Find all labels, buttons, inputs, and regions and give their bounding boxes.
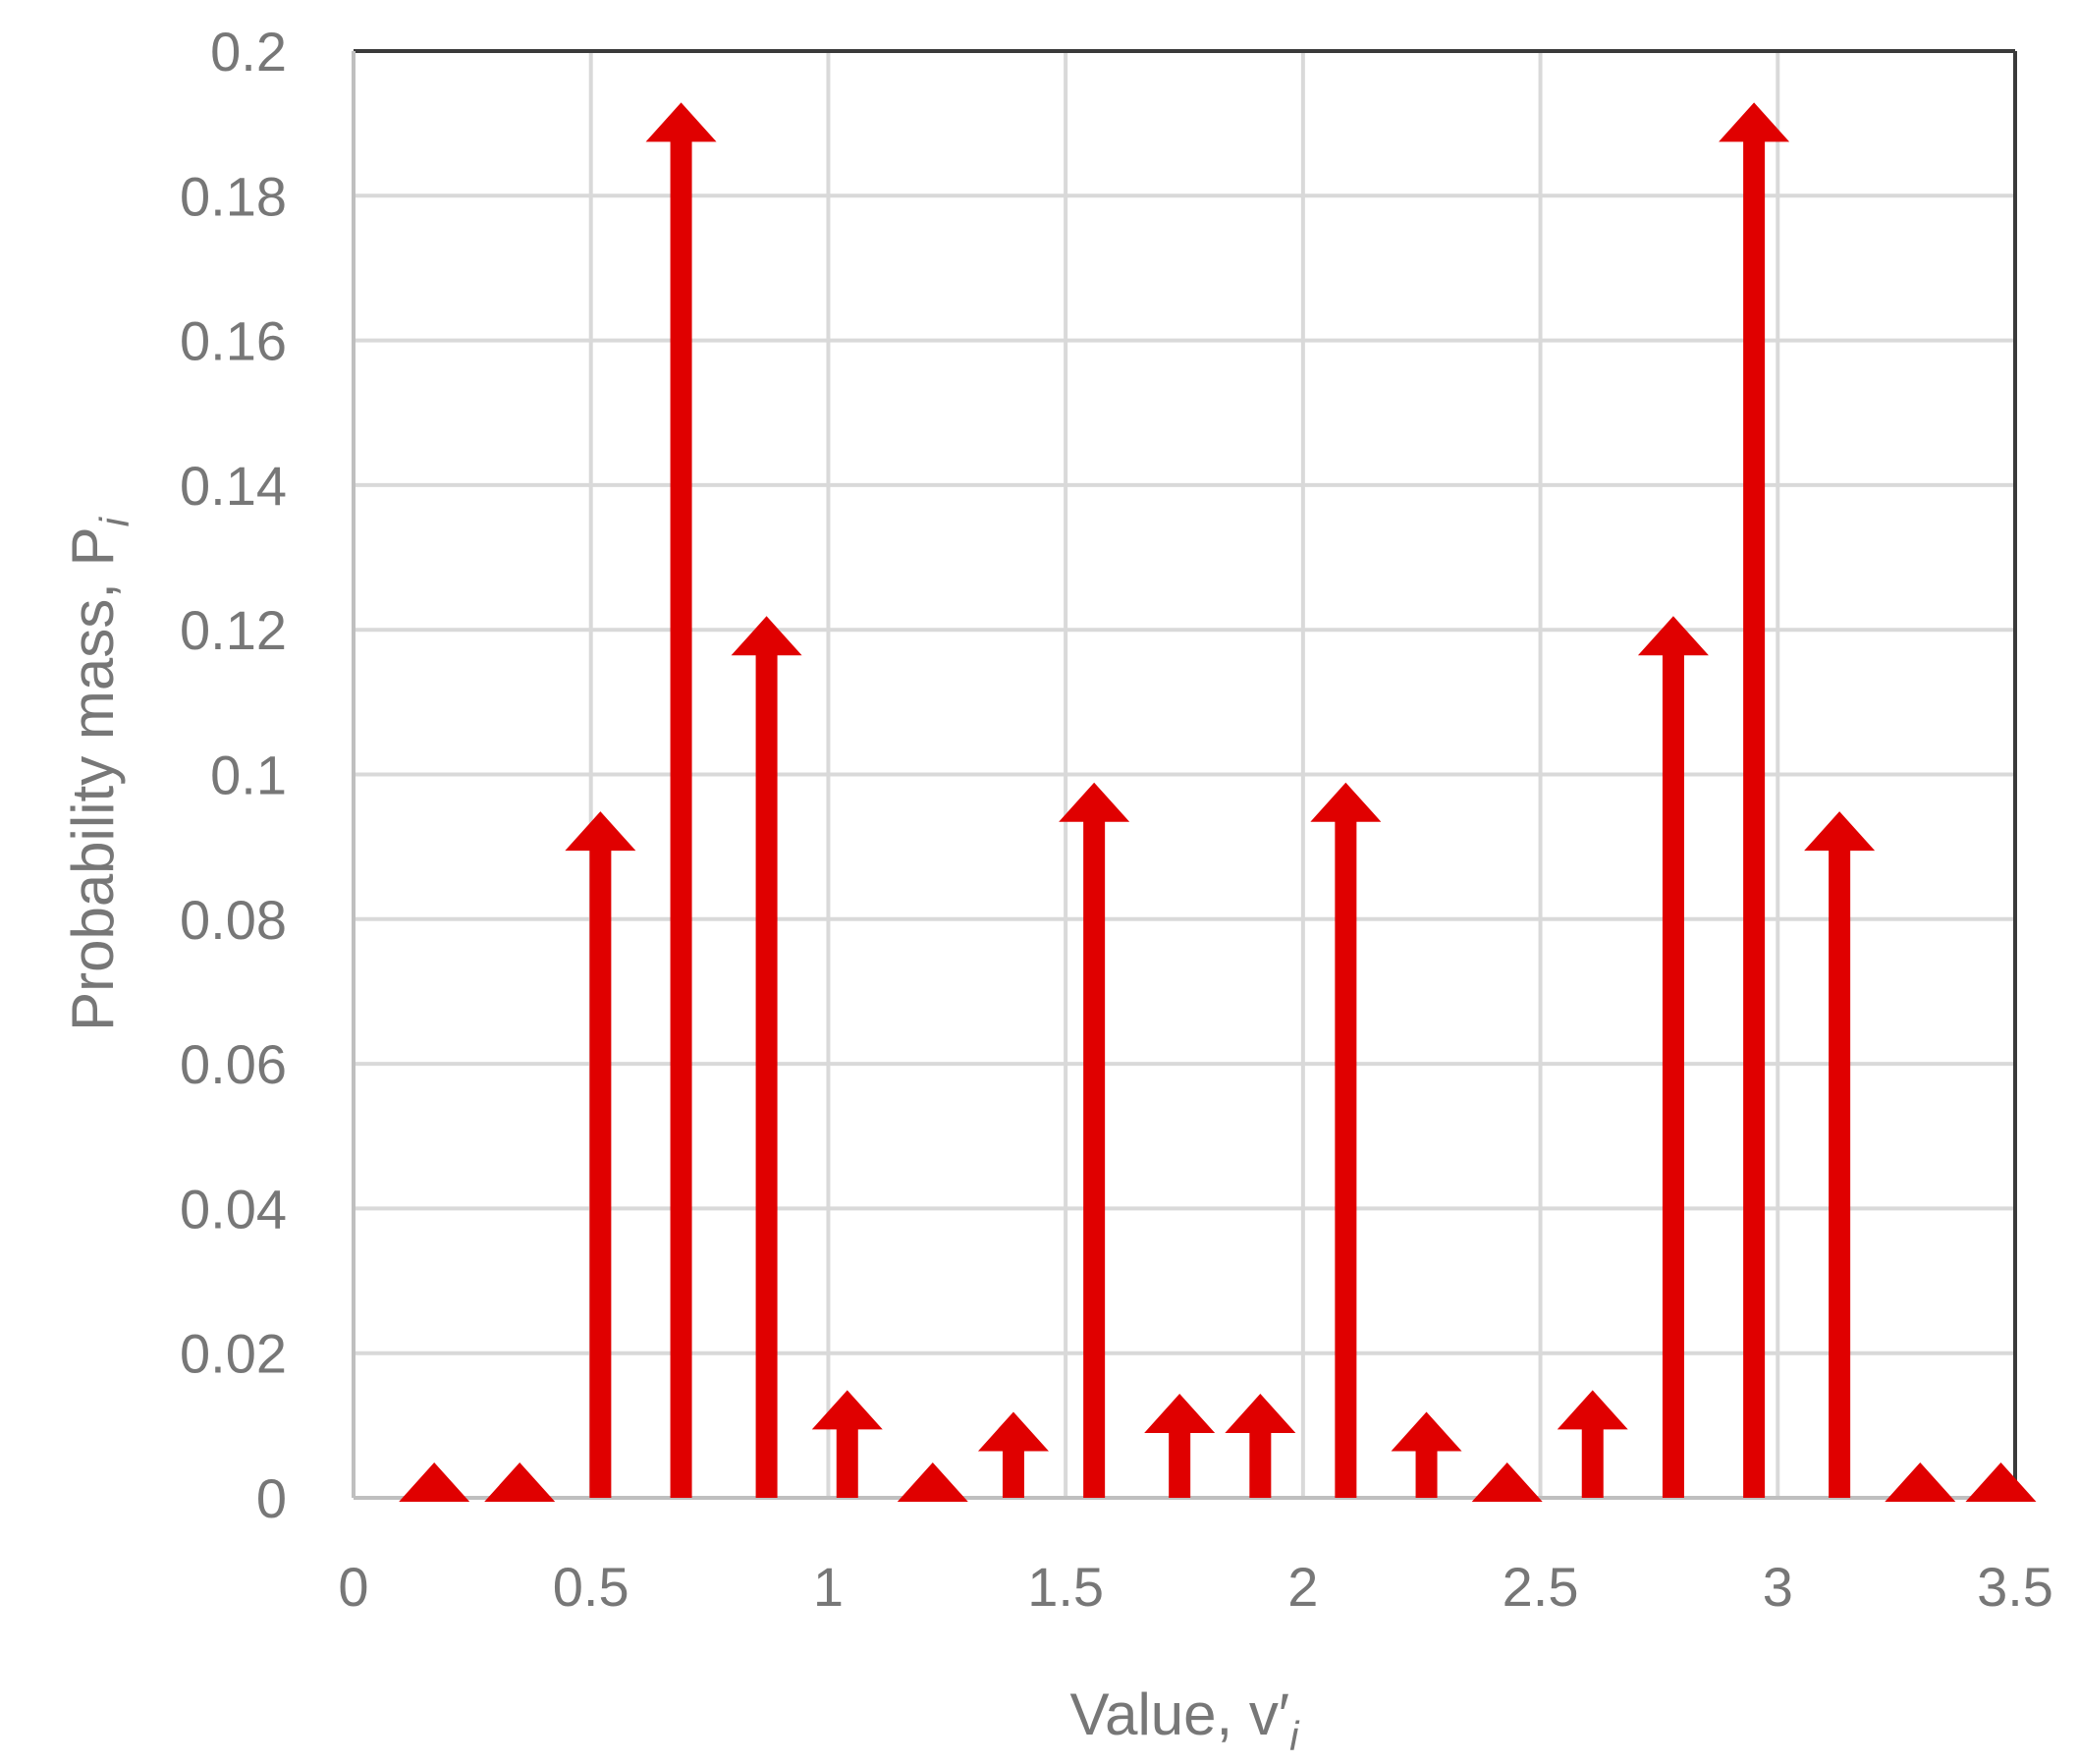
arrow-shaft [1335,819,1357,1498]
arrow-shaft [1415,1449,1438,1498]
data-arrow [645,102,717,1498]
x-tick-label: 3 [1763,1556,1793,1618]
data-arrow [565,811,636,1498]
data-arrow [1557,1390,1628,1498]
data-arrow [1804,811,1876,1498]
x-tick-label: 2.5 [1503,1556,1579,1618]
tick-labels: 0 0.02 0.04 0.06 0.08 0.1 0.12 0.14 0.16 0.18 0.2 0… [180,21,2053,1618]
y-tick-label: 0.08 [180,889,287,951]
data-arrow [1719,102,1790,1498]
data-arrow [1965,1462,2037,1502]
arrow-head [399,1462,470,1502]
arrow-head [484,1462,556,1502]
arrow-head [1637,616,1709,656]
arrow-shaft [670,139,692,1498]
arrow-shaft [755,653,778,1498]
y-tick-label: 0.04 [180,1178,287,1240]
y-tick-label: 0.18 [180,165,287,227]
x-tick-label: 3.5 [1977,1556,2053,1618]
arrow-head [1225,1394,1296,1434]
data-arrows [399,102,2037,1502]
data-arrow [1225,1394,1296,1498]
arrow-head [897,1462,968,1502]
arrow-shaft [1249,1431,1272,1498]
data-arrow [1471,1462,1543,1502]
arrow-head [731,616,802,656]
arrow-shaft [1581,1427,1604,1498]
arrow-head [565,811,636,852]
data-arrow [897,1462,968,1502]
arrow-head [1059,782,1130,822]
x-tick-label: 0 [338,1556,368,1618]
arrow-shaft [1169,1431,1191,1498]
x-axis-title: Value, v′i [1070,1681,1301,1759]
arrow-head [1471,1462,1543,1502]
y-axis-title: Probability mass, Pi [60,516,137,1031]
arrow-head [1391,1411,1462,1452]
y-tick-label: 0.02 [180,1323,287,1385]
x-tick-label: 2 [1287,1556,1318,1618]
y-tick-label: 0.1 [210,744,287,806]
arrow-shaft [1743,139,1766,1498]
arrow-head [1310,782,1382,822]
data-arrow [1637,616,1709,1498]
y-tick-label: 0.14 [180,455,287,517]
arrow-shaft [1002,1449,1024,1498]
data-arrow [1144,1394,1216,1498]
y-tick-label: 0.06 [180,1033,287,1095]
data-arrow [1059,782,1130,1498]
y-tick-label: 0.2 [210,21,287,83]
data-arrow [811,1390,883,1498]
data-arrow [1310,782,1382,1498]
data-arrow [731,616,802,1498]
y-tick-label: 0.16 [180,310,287,372]
y-tick-label: 0.12 [180,599,287,661]
arrow-head [1965,1462,2037,1502]
data-arrow [1391,1411,1462,1498]
arrow-shaft [1083,819,1106,1498]
arrow-head [1144,1394,1216,1434]
arrow-head [1719,102,1790,142]
arrow-head [977,1411,1049,1452]
x-tick-label: 1.5 [1027,1556,1104,1618]
x-tick-label: 0.5 [553,1556,629,1618]
data-arrow [399,1462,470,1502]
data-arrow [977,1411,1049,1498]
arrow-head [811,1390,883,1430]
arrow-shaft [589,849,612,1498]
arrow-shaft [1829,849,1851,1498]
y-tick-label: 0 [256,1467,287,1529]
arrow-shaft [1662,653,1684,1498]
arrow-head [645,102,717,142]
arrow-head [1557,1390,1628,1430]
data-arrow [484,1462,556,1502]
arrow-head [1885,1462,1956,1502]
x-tick-label: 1 [813,1556,844,1618]
arrow-head [1804,811,1876,852]
arrow-shaft [836,1427,858,1498]
data-arrow [1885,1462,1956,1502]
